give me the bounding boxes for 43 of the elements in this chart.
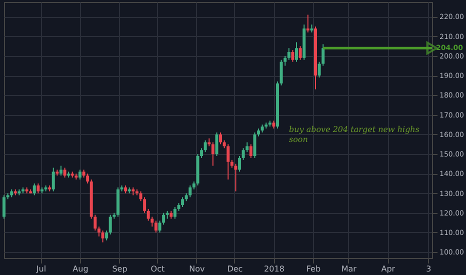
candlestick: [36, 182, 40, 194]
candlestick: [306, 14, 310, 33]
candlestick: [298, 46, 302, 60]
candlestick: [59, 165, 62, 176]
x-tick-label: 3: [426, 264, 432, 274]
candlestick: [295, 42, 298, 62]
candlestick: [211, 142, 214, 166]
candlestick: [63, 167, 66, 178]
candlestick: [226, 144, 230, 180]
candlestick: [287, 48, 290, 60]
annotation: buy above 204 target new highs soon: [289, 125, 420, 144]
candlestick: [101, 230, 104, 243]
candlestick: [181, 196, 184, 208]
x-tick-label: Apr: [381, 264, 396, 274]
candlestick: [2, 194, 6, 220]
candlestick: [86, 173, 90, 184]
x-tick-label: Feb: [306, 264, 321, 274]
candlestick: [154, 220, 158, 233]
candlestick: [204, 140, 207, 153]
x-tick-label: Aug: [72, 264, 88, 274]
candlestick: [249, 144, 252, 158]
candlestick: [280, 59, 283, 86]
x-tick-label: Mar: [341, 264, 358, 274]
candlestick: [173, 206, 176, 220]
candlestick: [253, 132, 256, 158]
candlestick: [105, 230, 108, 241]
candlestick: [108, 214, 112, 235]
x-tick-label: Jul: [35, 264, 46, 274]
candlestick: [97, 226, 100, 237]
x-tick-label: Oct: [150, 264, 165, 274]
candlestick: [291, 50, 294, 62]
candlestick: [188, 184, 192, 198]
candlestick: [238, 155, 242, 172]
candlestick: [200, 148, 204, 158]
candlestick: [219, 132, 222, 145]
x-tick-label: Sep: [112, 264, 128, 274]
x-tick-label: Nov: [189, 264, 206, 274]
candlestick: [52, 167, 55, 192]
x-tick-label: 2018: [264, 264, 284, 274]
candlestick: [78, 169, 82, 180]
x-tick-label: Dec: [227, 264, 243, 274]
candlestick: [215, 132, 218, 156]
candlestick: [32, 182, 36, 196]
